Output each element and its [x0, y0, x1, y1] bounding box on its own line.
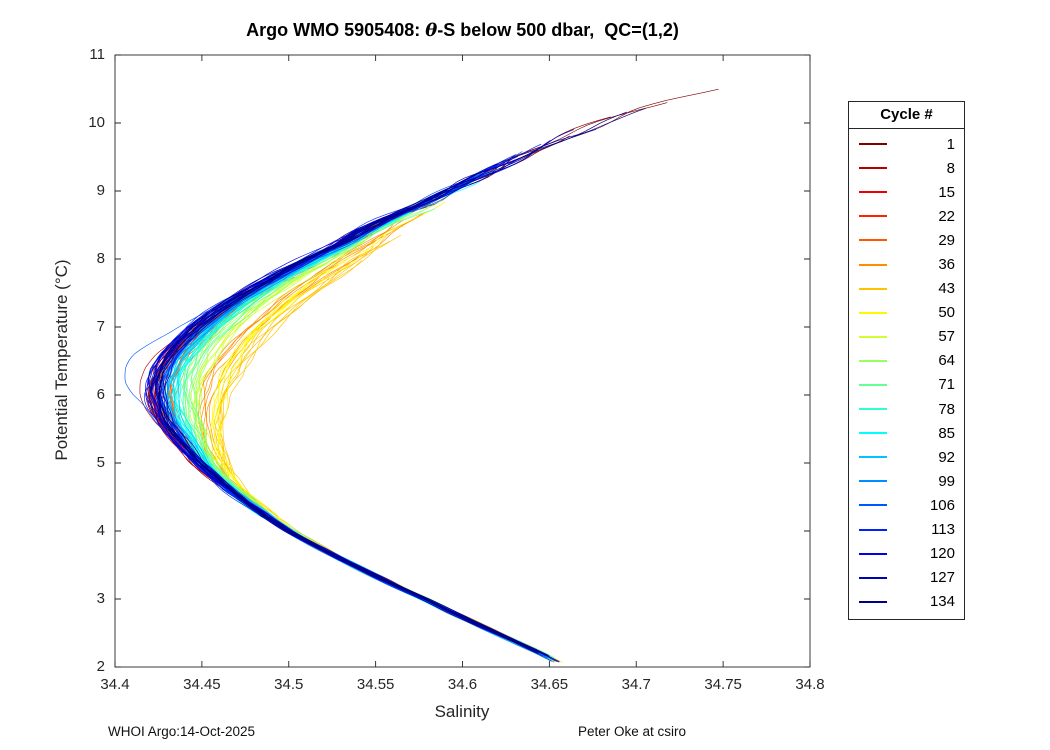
legend-item-label: 64: [938, 352, 955, 370]
legend-line-sample: [859, 504, 887, 507]
x-tick-label: 34.6: [447, 676, 478, 693]
legend-rows: 1 8 15 22 29 36 43 50 57 64 71 78 85 92 99 106 113 120 127…: [849, 129, 964, 619]
legend-item: 106: [859, 493, 955, 517]
legend-item-label: 127: [929, 569, 955, 587]
legend-line-sample: [859, 480, 887, 483]
legend-line-sample: [859, 408, 887, 411]
y-tick-label: 5: [96, 454, 105, 471]
legend-item-label: 99: [938, 472, 955, 490]
y-tick-label: 6: [96, 386, 105, 403]
legend-item-label: 92: [938, 448, 955, 466]
legend-line-sample: [859, 359, 887, 362]
x-axis-label: Salinity: [434, 702, 490, 721]
legend-item-label: 8: [946, 159, 955, 177]
legend-item: 78: [859, 397, 955, 421]
legend-item-label: 113: [931, 521, 955, 539]
legend-item: 134: [859, 590, 955, 614]
legend-line-sample: [859, 191, 887, 194]
x-tick-label: 34.45: [183, 676, 221, 693]
legend-line-sample: [859, 239, 887, 242]
legend-item-label: 85: [938, 424, 955, 442]
credit-left: WHOI Argo:14-Oct-2025: [108, 724, 256, 739]
legend-line-sample: [859, 167, 887, 170]
legend-item-label: 43: [938, 280, 955, 298]
legend-line-sample: [859, 456, 887, 459]
legend: Cycle # 1 8 15 22 29 36 43 50 57 64 71 78 85 92 99 106 1…: [848, 101, 965, 620]
y-tick-label: 2: [96, 658, 105, 675]
legend-line-sample: [859, 311, 887, 314]
legend-line-sample: [859, 335, 887, 338]
y-tick-label: 11: [89, 46, 105, 63]
legend-item: 71: [859, 373, 955, 397]
legend-item: 57: [859, 325, 955, 349]
x-tick-label: 34.55: [356, 676, 395, 693]
legend-line-sample: [859, 576, 887, 579]
legend-item: 113: [859, 518, 955, 542]
legend-line-sample: [859, 263, 887, 266]
y-tick-label: 3: [96, 590, 105, 607]
legend-item-label: 106: [929, 496, 955, 514]
legend-item-label: 36: [938, 256, 955, 274]
legend-item: 127: [859, 566, 955, 590]
chart-title-suffix: -S below 500 dbar, QC=(1,2): [437, 20, 679, 40]
legend-item-label: 29: [938, 231, 955, 249]
chart-title: Argo WMO 5905408: θ-S below 500 dbar, QC…: [115, 20, 810, 41]
x-tick-label: 34.4: [100, 676, 130, 693]
legend-item: 43: [859, 277, 955, 301]
y-tick-label: 9: [96, 182, 105, 199]
legend-line-sample: [859, 215, 887, 218]
x-tick-label: 34.7: [621, 676, 651, 693]
legend-line-sample: [859, 383, 887, 386]
y-tick-label: 10: [88, 114, 105, 131]
legend-line-sample: [859, 432, 887, 435]
legend-item-label: 57: [938, 328, 955, 346]
y-axis-label: Potential Temperature (°C): [52, 259, 71, 461]
legend-item-label: 78: [938, 400, 955, 418]
legend-item: 15: [859, 180, 955, 204]
legend-line-sample: [859, 552, 887, 555]
legend-item-label: 1: [946, 135, 955, 153]
legend-item: 8: [859, 156, 955, 180]
legend-item: 1: [859, 132, 955, 156]
legend-line-sample: [859, 143, 887, 146]
y-tick-label: 7: [96, 318, 105, 335]
x-tick-label: 34.65: [530, 676, 569, 693]
legend-line-sample: [859, 287, 887, 290]
y-tick-label: 4: [96, 522, 105, 539]
legend-item-label: 71: [938, 376, 955, 394]
legend-title: Cycle #: [849, 102, 964, 129]
legend-item: 120: [859, 542, 955, 566]
legend-item: 85: [859, 421, 955, 445]
chart-title-theta: θ: [425, 20, 438, 41]
legend-item: 29: [859, 228, 955, 252]
legend-item: 36: [859, 252, 955, 276]
legend-item: 92: [859, 445, 955, 469]
legend-item-label: 15: [938, 183, 955, 201]
legend-item-label: 50: [938, 304, 955, 322]
legend-item-label: 120: [929, 545, 955, 563]
legend-item: 22: [859, 204, 955, 228]
legend-item-label: 22: [938, 207, 955, 225]
x-tick-label: 34.75: [704, 676, 742, 693]
legend-item: 50: [859, 301, 955, 325]
legend-line-sample: [859, 528, 887, 531]
credit-right: Peter Oke at csiro: [578, 724, 687, 739]
legend-line-sample: [859, 600, 887, 603]
legend-item: 99: [859, 469, 955, 493]
x-tick-label: 34.8: [795, 676, 825, 693]
x-tick-label: 34.5: [274, 676, 304, 693]
y-tick-label: 8: [96, 250, 105, 267]
legend-item-label: 134: [929, 593, 955, 611]
chart-title-prefix: Argo WMO 5905408:: [246, 20, 426, 40]
legend-item: 64: [859, 349, 955, 373]
